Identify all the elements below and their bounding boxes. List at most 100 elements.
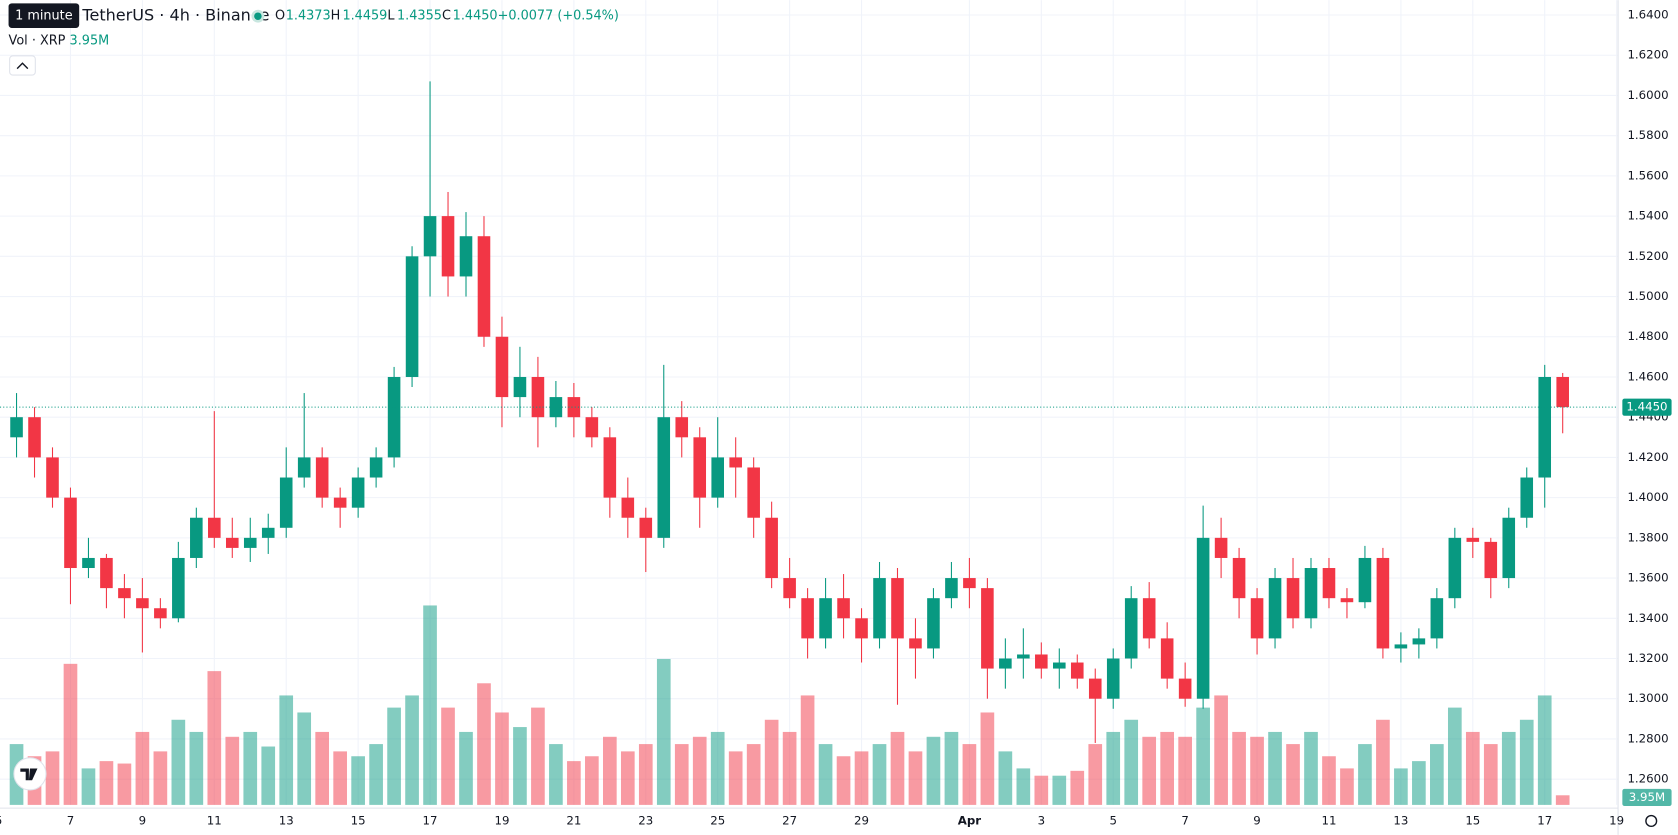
candle-body [315,457,329,498]
candle-body [891,578,904,639]
last-volume-box [1622,788,1672,806]
candle-body [387,376,401,458]
y-tick-label: 1.6400 [1627,8,1668,22]
ohlc-value: 1.4373 [286,9,331,24]
collapse-button[interactable] [9,55,36,76]
volume-bar [1286,744,1300,805]
candle-body [585,417,599,438]
volume-bar [1358,744,1372,805]
candle-body [1502,517,1516,579]
volume-bar [495,712,509,805]
candle-body [261,527,275,538]
y-tick-label: 1.5000 [1627,289,1668,303]
candle-body [1124,598,1138,659]
volume-bar [459,731,473,805]
candle-body [172,557,185,619]
chevron-icon [16,62,29,70]
candle-body [927,598,940,649]
last-price-label: 1.4450 [1626,400,1667,414]
candle-body [1070,662,1084,679]
x-tick-label: Apr [958,813,982,827]
volume-legend: Vol · XRP [9,33,66,48]
axes: 1.2600 1.2800 1.3000 1.3200 1.3400 1.3600 1.38… [0,8,1672,827]
candle-body [477,236,491,337]
volume-bar [1555,795,1570,805]
volume-bar [351,756,365,805]
y-tick-label: 1.3600 [1627,571,1668,585]
volume-bar [836,756,851,805]
candle-body [1358,557,1372,603]
candle-body [963,578,976,589]
candle-body [1088,678,1102,699]
candle-body [1412,638,1426,645]
volume-bar [1106,731,1121,805]
candle-body [10,417,23,438]
candle-body [711,457,724,498]
volume-bar [1034,775,1049,805]
volume-bar [513,727,527,805]
x-tick-label: 15 [351,813,366,827]
y-tick-label: 1.2600 [1627,772,1668,786]
x-tick-label: 25 [710,813,725,827]
volume-bar [243,731,258,805]
candle-body [243,537,257,548]
volume-bar [764,719,779,805]
candle-body [297,457,311,478]
x-tick-label: 21 [566,813,581,827]
y-tick-label: 1.3200 [1627,651,1668,665]
candle-body [459,236,473,277]
volume-bar [153,751,168,805]
x-tick-label: 9 [139,813,147,827]
volume-bar [261,746,276,805]
candle-body [819,598,832,639]
volume-bar [279,695,294,805]
volume-bar [405,695,419,805]
volume-bar [782,731,797,805]
y-tick-label: 1.3800 [1627,530,1668,544]
candle-body [603,437,617,498]
volume-bar [1465,731,1480,805]
volume-bar [656,658,671,805]
x-tick-label: 17 [1537,813,1552,827]
volume-bar [1394,768,1408,805]
y-tick-label: 1.5600 [1627,168,1668,182]
volume-bar [117,763,132,805]
volume-bar [1088,744,1103,805]
y-tick-label: 1.3000 [1627,691,1668,705]
candle-body [441,216,455,277]
candle-body [423,216,437,257]
candle-body [801,598,814,639]
y-tick-label: 1.6000 [1627,88,1668,102]
volume-bar [603,736,617,805]
candle-body [1178,678,1192,699]
candle-body [208,517,221,538]
candle-body [1268,578,1282,639]
volume-bar [710,731,725,805]
candle-body [279,477,293,528]
volume-bar [81,768,96,805]
volume-bar [99,761,114,805]
x-tick-label: 7 [67,813,75,827]
candle-body [1142,598,1156,639]
candle-body [1394,644,1408,649]
symbol-title[interactable]: TetherUS · 4h · Binance [81,6,269,25]
volume-bar [1537,695,1552,805]
x-tick-label: 19 [494,813,509,827]
candle-body [1556,376,1569,408]
volume-bar [998,751,1013,805]
ohlc-value: 1.4459 [342,9,387,24]
candle-body [1304,568,1318,619]
candle-body [1250,598,1264,639]
volume-bar [1304,731,1318,805]
volume-bar [800,695,815,805]
volume-bar [1232,731,1246,805]
volume-bar [297,712,312,805]
volume-bar [45,751,60,805]
candle-body [100,557,113,589]
candle-body [729,457,742,468]
volume-bar [1376,719,1390,805]
candle-body [1484,541,1498,579]
settings-icon[interactable] [1645,814,1658,827]
candle-body [154,608,167,619]
